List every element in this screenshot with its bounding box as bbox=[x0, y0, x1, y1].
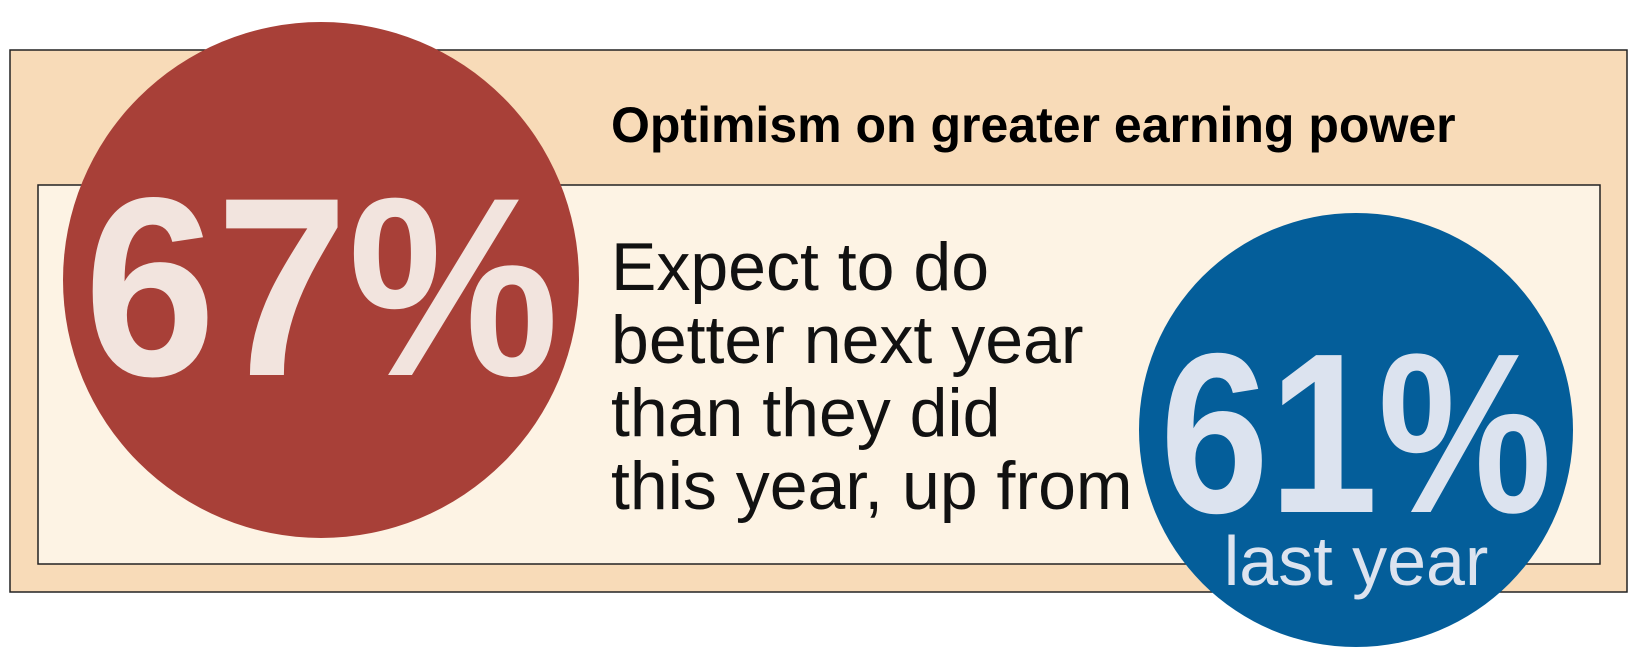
title: Optimism on greater earning power bbox=[611, 97, 1456, 153]
description-line: than they did bbox=[611, 375, 1000, 451]
description-line: this year, up from bbox=[611, 448, 1133, 524]
current-stat: 67% bbox=[84, 145, 559, 430]
previous-label: last year bbox=[1224, 522, 1489, 600]
description-line: Expect to do bbox=[611, 229, 989, 305]
current-circle bbox=[63, 22, 579, 538]
previous-stat: 61% bbox=[1160, 307, 1552, 561]
description-line: better next year bbox=[611, 302, 1083, 378]
previous-circle bbox=[1139, 213, 1573, 647]
